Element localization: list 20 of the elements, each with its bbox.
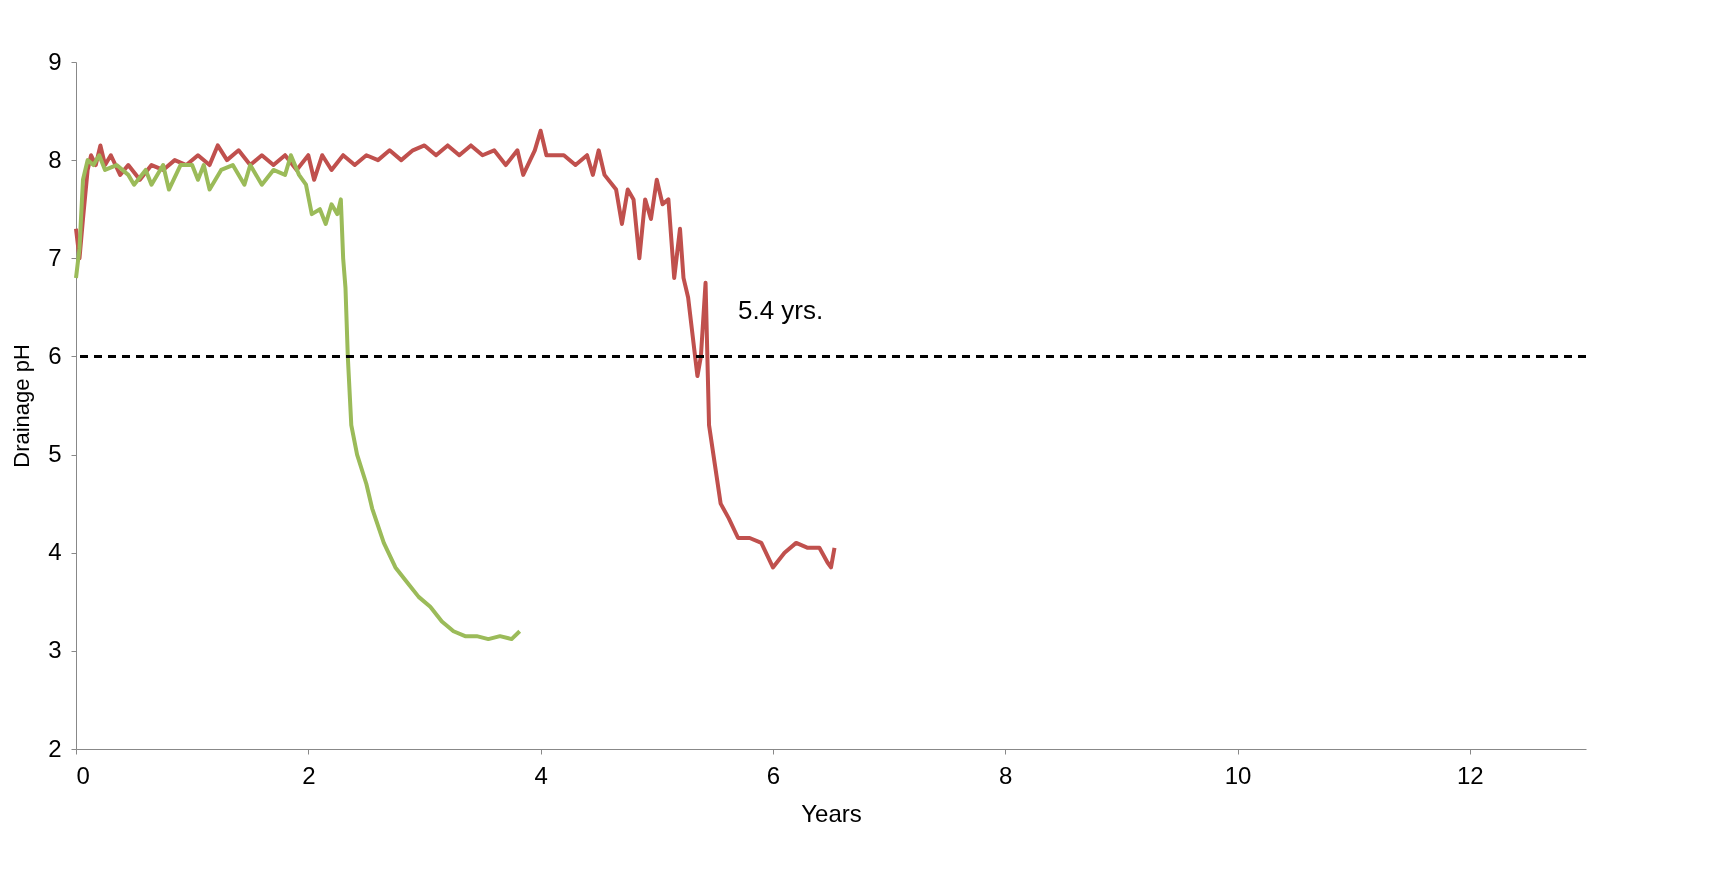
y-axis-title: Drainage pH [9, 344, 35, 468]
annotation: 5.4 yrs. [738, 295, 824, 325]
x-tick-label: 0 [76, 761, 90, 789]
line-series [74, 128, 837, 570]
y-tick-label: 3 [48, 636, 62, 664]
y-tick-label: 8 [48, 145, 62, 173]
y-tick-label: 2 [48, 734, 62, 762]
line-series [74, 153, 522, 642]
x-axis-title: Years [801, 799, 862, 827]
y-tick-label: 7 [48, 243, 62, 271]
x-tick-label: 4 [534, 761, 548, 789]
y-tick-label: 4 [48, 538, 62, 566]
x-tick-label: 12 [1456, 761, 1484, 789]
y-tick-label: 6 [48, 341, 62, 369]
x-tick-label: 6 [766, 761, 781, 789]
y-tick-label: 9 [48, 47, 62, 75]
y-tick-label: 5 [48, 440, 62, 468]
x-tick-label: 10 [1224, 761, 1252, 789]
x-tick-label: 8 [999, 761, 1013, 789]
x-tick-label: 2 [302, 761, 316, 789]
